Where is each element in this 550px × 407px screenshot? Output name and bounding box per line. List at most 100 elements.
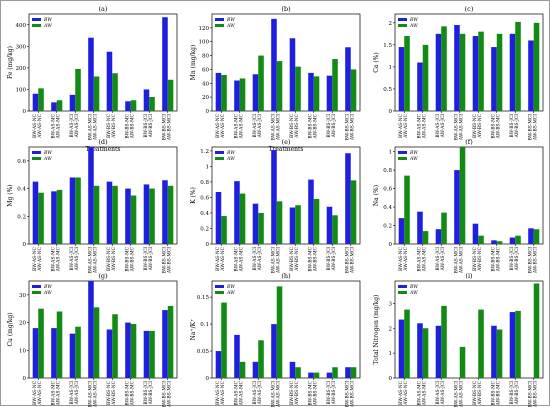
x-tick-label: BW-BS-NC xyxy=(473,246,478,271)
plot-frame xyxy=(394,146,544,245)
x-tick-label: AW-AS-MCI xyxy=(459,247,464,274)
x-tick-label: AW-BS-JCI xyxy=(332,381,337,406)
x-tick-label: BW-AS-MC xyxy=(51,113,56,138)
x-tick-label: BW-AS-MC xyxy=(51,380,56,405)
bar-aw xyxy=(496,33,503,111)
y-tick-label: 20 xyxy=(202,95,209,101)
x-tick-label: BW-BS-JCI xyxy=(510,247,515,271)
x-tick-label: BW-BS-NC xyxy=(107,113,112,138)
plot-frame xyxy=(28,146,178,245)
bar-bw xyxy=(326,75,333,111)
y-tick-label: 2 xyxy=(389,21,393,27)
legend-label: AW xyxy=(409,290,418,296)
panel-title: (c) xyxy=(465,5,474,13)
plot-frame xyxy=(28,13,178,112)
bar-aw xyxy=(478,309,484,378)
bar-bw xyxy=(125,322,131,378)
x-tick-label: AW-AS-JCI xyxy=(258,247,263,272)
x-tick-label: AW-AS-NC xyxy=(38,246,43,271)
bar-bw xyxy=(252,74,259,111)
x-tick-label: AW-AS-NC xyxy=(221,380,226,405)
x-tick-label: AW-AS-JCI xyxy=(75,114,80,139)
x-tick-label: BW-AS-MC xyxy=(51,246,56,271)
x-tick-label: BW-BS-JCI xyxy=(510,381,515,405)
x-tick-label: AW-BS-NC xyxy=(295,113,300,138)
bar-bw xyxy=(32,93,39,111)
bar-aw xyxy=(149,330,155,378)
bar-aw xyxy=(56,189,63,244)
plot-frame xyxy=(394,280,544,379)
x-tick-label: AW-AS-NC xyxy=(221,246,226,271)
plot-frame xyxy=(394,13,544,112)
bar-aw xyxy=(459,346,466,378)
x-tick-label: BW-BS-JCI xyxy=(327,247,332,271)
x-tick-label: BW-BS-JCI xyxy=(144,247,149,271)
y-tick-label: 0.4 xyxy=(17,187,26,193)
x-tick-label: BW-AS-JCI xyxy=(70,381,75,405)
y-axis-label: K (%) xyxy=(190,187,197,204)
bar-bw xyxy=(345,47,351,111)
x-tick-label: BW-AS-MCI xyxy=(88,381,93,407)
bar-bw xyxy=(51,102,57,111)
bar-bw xyxy=(215,192,222,244)
x-tick-label: BW-AS-MC xyxy=(234,380,239,405)
bar-aw xyxy=(441,305,447,378)
x-tick-label: BW-AS-MC xyxy=(417,380,422,405)
x-tick-label: AW-AS-NC xyxy=(404,113,409,138)
x-tick-label: BW-BS-NC xyxy=(290,113,295,138)
bar-aw xyxy=(149,188,155,244)
legend-swatch-bw xyxy=(32,151,41,154)
x-tick-label: AW-BS-JCI xyxy=(149,381,154,406)
x-tick-label: BW-BS-MCI xyxy=(528,381,533,407)
bar-aw xyxy=(459,33,466,111)
bar-bw xyxy=(88,281,94,378)
x-tick-label: BW-BS-NC xyxy=(473,380,478,405)
y-tick-label: 30 xyxy=(19,293,26,299)
x-tick-label: AW-BS-MCI xyxy=(350,114,355,141)
bar-bw xyxy=(143,330,150,378)
panel-e: (e) 0 0.2 0.4 0.6 0.8 1 1.2 K (%) BW-AS-NC AW-AS-N… xyxy=(190,138,361,274)
x-tick-label: BW-BS-MC xyxy=(125,113,130,138)
bar-aw xyxy=(496,329,503,378)
x-tick-label: AW-AS-MC xyxy=(422,380,427,406)
y-tick-label: 1 xyxy=(389,65,393,71)
x-tick-label: BW-BS-MCI xyxy=(345,247,350,274)
x-tick-label: BW-AS-MCI xyxy=(271,381,276,407)
bar-aw xyxy=(221,302,227,378)
y-tick-label: 0.15 xyxy=(197,295,210,301)
x-tick-label: AW-BS-MCI xyxy=(167,247,172,274)
y-tick-label: 0 xyxy=(206,376,210,382)
bar-bw xyxy=(143,184,150,244)
bar-aw xyxy=(239,193,246,244)
x-tick-label: BW-BS-JCI xyxy=(327,381,332,405)
y-tick-label: 0.05 xyxy=(197,349,210,355)
y-tick-label: 0.4 xyxy=(200,211,209,217)
x-tick-label: BW-AS-MC xyxy=(234,246,239,271)
bar-aw xyxy=(533,283,540,378)
legend-swatch-aw xyxy=(32,157,41,160)
bar-bw xyxy=(435,229,442,244)
x-tick-label: AW-BS-JCI xyxy=(515,247,520,272)
x-tick-label: AW-AS-MCI xyxy=(459,114,464,141)
bar-bw xyxy=(398,47,405,111)
x-tick-label: BW-AS-NC xyxy=(216,380,221,405)
bar-bw xyxy=(472,36,479,111)
bar-bw xyxy=(271,150,277,244)
bar-bw xyxy=(106,181,113,244)
bar-bw xyxy=(435,33,442,111)
y-tick-label: 300 xyxy=(16,44,27,50)
bar-bw xyxy=(88,147,94,244)
bar-bw xyxy=(308,372,314,378)
x-tick-label: AW-AS-MCI xyxy=(459,381,464,407)
bar-bw xyxy=(289,361,296,378)
bar-bw xyxy=(51,191,57,244)
y-axis-label: Cu (mg/kg) xyxy=(7,312,14,346)
x-tick-label: AW-AS-MCI xyxy=(93,114,98,141)
x-tick-label: BW-BS-MCI xyxy=(162,247,167,274)
x-tick-label: BW-AS-JCI xyxy=(436,381,441,405)
y-tick-label: 0 xyxy=(23,242,27,248)
bar-aw xyxy=(350,367,357,378)
x-tick-label: BW-AS-NC xyxy=(33,380,38,405)
bar-bw xyxy=(509,237,516,244)
